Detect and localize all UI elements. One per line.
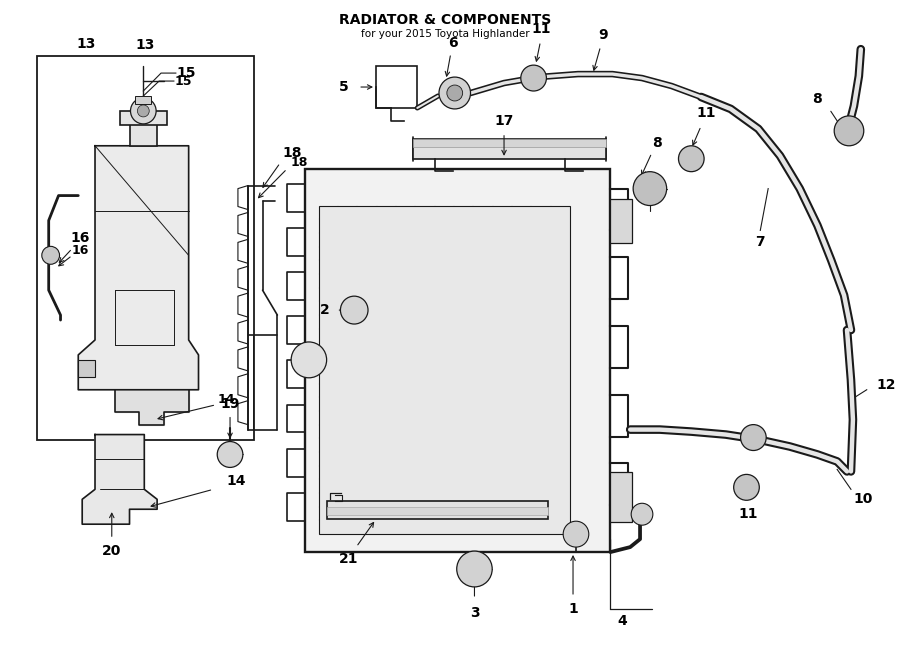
Text: 10: 10 bbox=[854, 493, 873, 506]
Text: RADIATOR & COMPONENTS: RADIATOR & COMPONENTS bbox=[338, 13, 551, 27]
Bar bbox=[135, 96, 151, 104]
Circle shape bbox=[679, 146, 704, 171]
Polygon shape bbox=[114, 390, 189, 424]
Text: 17: 17 bbox=[494, 114, 514, 128]
Text: 13: 13 bbox=[136, 38, 155, 52]
Circle shape bbox=[633, 171, 667, 205]
Circle shape bbox=[217, 442, 243, 467]
Bar bbox=[37, 56, 254, 440]
Text: 1: 1 bbox=[568, 602, 578, 616]
Text: 5: 5 bbox=[338, 80, 348, 94]
Text: 18: 18 bbox=[291, 156, 308, 169]
Circle shape bbox=[41, 246, 59, 264]
Text: 20: 20 bbox=[102, 544, 122, 558]
Circle shape bbox=[631, 503, 652, 525]
Text: 11: 11 bbox=[739, 507, 758, 521]
Circle shape bbox=[340, 296, 368, 324]
Polygon shape bbox=[82, 434, 158, 524]
Text: 16: 16 bbox=[70, 232, 90, 246]
Circle shape bbox=[741, 424, 766, 451]
Bar bbox=[130, 121, 158, 146]
Circle shape bbox=[291, 342, 327, 378]
Text: 3: 3 bbox=[470, 606, 480, 620]
Circle shape bbox=[563, 521, 589, 547]
Circle shape bbox=[130, 98, 156, 124]
Bar bbox=[120, 111, 167, 125]
Text: for your 2015 Toyota Highlander: for your 2015 Toyota Highlander bbox=[361, 29, 529, 39]
Text: 19: 19 bbox=[220, 397, 239, 410]
Bar bbox=[376, 66, 418, 108]
Bar bbox=[413, 139, 606, 147]
Circle shape bbox=[439, 77, 471, 109]
Text: 8: 8 bbox=[812, 92, 822, 106]
Bar bbox=[413, 139, 606, 159]
Text: 21: 21 bbox=[338, 552, 358, 566]
Bar bbox=[610, 199, 632, 244]
Text: 15: 15 bbox=[177, 66, 196, 80]
Text: 11: 11 bbox=[532, 23, 551, 36]
Text: 15: 15 bbox=[175, 75, 193, 87]
Circle shape bbox=[734, 475, 760, 500]
Circle shape bbox=[138, 105, 149, 117]
Polygon shape bbox=[78, 146, 199, 390]
Text: 12: 12 bbox=[877, 378, 896, 392]
Bar bbox=[305, 169, 610, 552]
Bar bbox=[610, 473, 632, 522]
Text: 8: 8 bbox=[652, 136, 662, 150]
Text: 11: 11 bbox=[697, 106, 716, 120]
Text: 7: 7 bbox=[755, 236, 765, 250]
Text: 13: 13 bbox=[76, 37, 95, 51]
Text: 4: 4 bbox=[617, 614, 627, 628]
Circle shape bbox=[834, 116, 864, 146]
Text: 9: 9 bbox=[598, 28, 608, 42]
Text: 18: 18 bbox=[283, 146, 302, 160]
Circle shape bbox=[521, 65, 546, 91]
Text: 6: 6 bbox=[448, 36, 457, 50]
Circle shape bbox=[447, 85, 463, 101]
Circle shape bbox=[456, 551, 492, 587]
Text: 14: 14 bbox=[226, 475, 246, 489]
Bar bbox=[319, 205, 570, 534]
Bar bbox=[78, 360, 95, 377]
Text: 16: 16 bbox=[71, 244, 89, 257]
Bar bbox=[327, 501, 548, 519]
Text: 14: 14 bbox=[218, 393, 235, 406]
Bar bbox=[327, 507, 548, 515]
Text: 2: 2 bbox=[320, 303, 329, 317]
